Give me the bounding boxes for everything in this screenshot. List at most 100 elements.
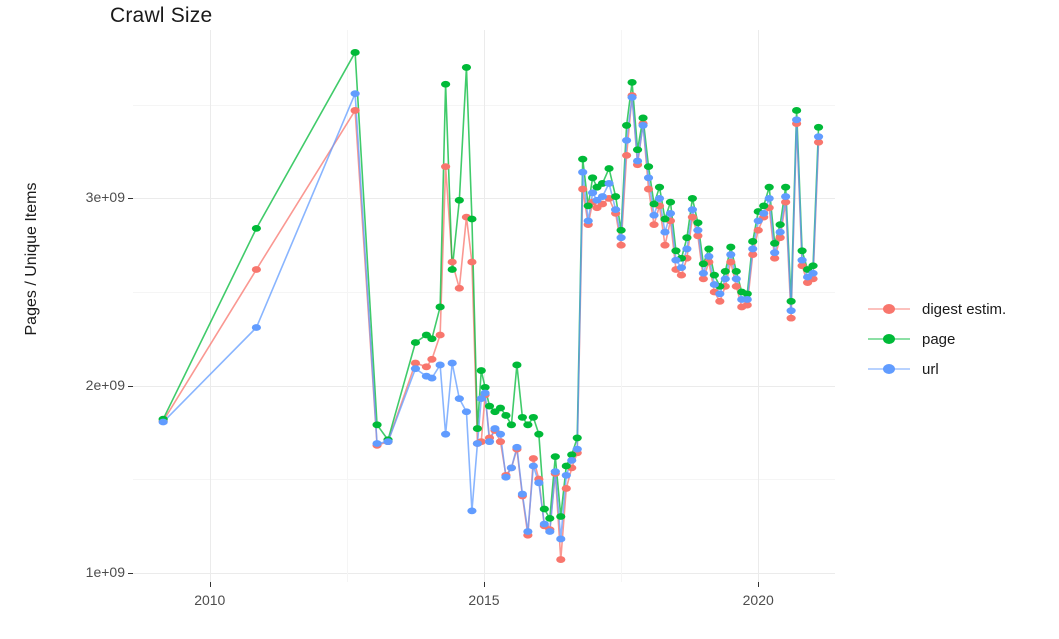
data-point (604, 180, 614, 187)
data-point (158, 418, 168, 426)
data-point (528, 413, 538, 421)
data-point (447, 266, 457, 273)
data-point (687, 195, 698, 202)
data-point (506, 421, 517, 429)
data-point (517, 413, 527, 421)
y-axis-tick-mark (128, 572, 133, 574)
data-point (770, 249, 780, 257)
y-tick-label: 3e+09 (85, 189, 125, 206)
gridline-minor-vertical (347, 30, 348, 582)
data-point (660, 228, 670, 236)
data-point (583, 217, 593, 225)
legend-dot (883, 334, 895, 344)
data-point (682, 245, 692, 253)
data-point (660, 241, 670, 249)
data-point (251, 324, 261, 331)
data-point (671, 256, 681, 264)
data-point (616, 226, 626, 234)
data-point (523, 528, 533, 535)
data-point (781, 193, 791, 200)
data-point (410, 365, 421, 373)
data-point (512, 443, 522, 451)
data-point (781, 183, 791, 191)
data-point (372, 421, 382, 429)
data-point (495, 430, 506, 438)
data-point (715, 290, 725, 298)
data-point (427, 374, 437, 382)
data-point (720, 267, 730, 275)
gridline-minor-vertical (621, 30, 622, 582)
data-point (583, 202, 593, 210)
data-point (693, 219, 703, 227)
data-point (421, 363, 432, 371)
series-url (162, 93, 820, 540)
data-point (753, 217, 763, 225)
data-point (715, 297, 725, 305)
gridline-major-vertical (484, 30, 485, 582)
legend-item-page[interactable]: page (868, 324, 1006, 354)
series-layer (158, 49, 824, 563)
data-point (770, 239, 780, 247)
data-point (472, 425, 483, 432)
data-point (643, 163, 654, 171)
data-point (454, 395, 464, 403)
y-axis-tick-mark (128, 385, 133, 387)
data-point (786, 307, 796, 315)
data-point (764, 195, 774, 202)
data-point (545, 528, 555, 535)
data-point (693, 232, 703, 240)
data-point (748, 238, 758, 245)
data-point (813, 123, 824, 131)
data-point (528, 455, 538, 462)
data-point (567, 456, 577, 464)
data-point (480, 384, 490, 391)
data-point (813, 133, 824, 141)
x-axis-tick-mark (758, 582, 760, 587)
data-point (427, 335, 437, 343)
y-axis-title: Pages / Unique Items (23, 182, 40, 336)
data-point (759, 209, 769, 217)
x-axis-tick-mark (209, 582, 211, 587)
y-axis-tick-mark (128, 198, 133, 200)
legend-item-digest-estim-[interactable]: digest estim. (868, 294, 1006, 324)
legend-label: page (922, 330, 956, 348)
data-point (616, 241, 626, 249)
data-point (704, 245, 714, 253)
data-point (808, 262, 818, 270)
data-point (410, 359, 421, 367)
data-point (775, 234, 785, 242)
data-point (467, 215, 477, 223)
points-digest-estim- (158, 92, 824, 563)
data-point (454, 284, 464, 292)
data-point (748, 251, 758, 258)
data-point (539, 520, 549, 528)
data-point (410, 339, 421, 346)
data-point (545, 514, 555, 522)
legend-key-icon (868, 354, 910, 384)
legend-item-url[interactable]: url (868, 354, 1006, 384)
data-point (501, 473, 511, 481)
data-point (720, 275, 730, 283)
data-point (567, 451, 577, 459)
data-point (786, 297, 796, 305)
legend-key-icon (868, 324, 910, 354)
data-point (350, 49, 360, 56)
data-point (372, 440, 382, 447)
legend-label: url (922, 360, 939, 378)
data-point (556, 513, 566, 520)
data-point (638, 114, 648, 122)
data-point (572, 434, 582, 442)
data-point (676, 264, 687, 272)
data-point (649, 221, 659, 229)
data-point (578, 168, 588, 176)
data-point (660, 215, 670, 223)
data-point (550, 468, 560, 475)
data-point (528, 462, 538, 470)
points-page (158, 49, 824, 522)
legend: digest estim. page url (868, 294, 1006, 384)
data-point (726, 258, 736, 266)
data-point (506, 464, 517, 472)
data-point (621, 151, 632, 159)
data-point (517, 490, 527, 498)
data-point (627, 93, 637, 101)
